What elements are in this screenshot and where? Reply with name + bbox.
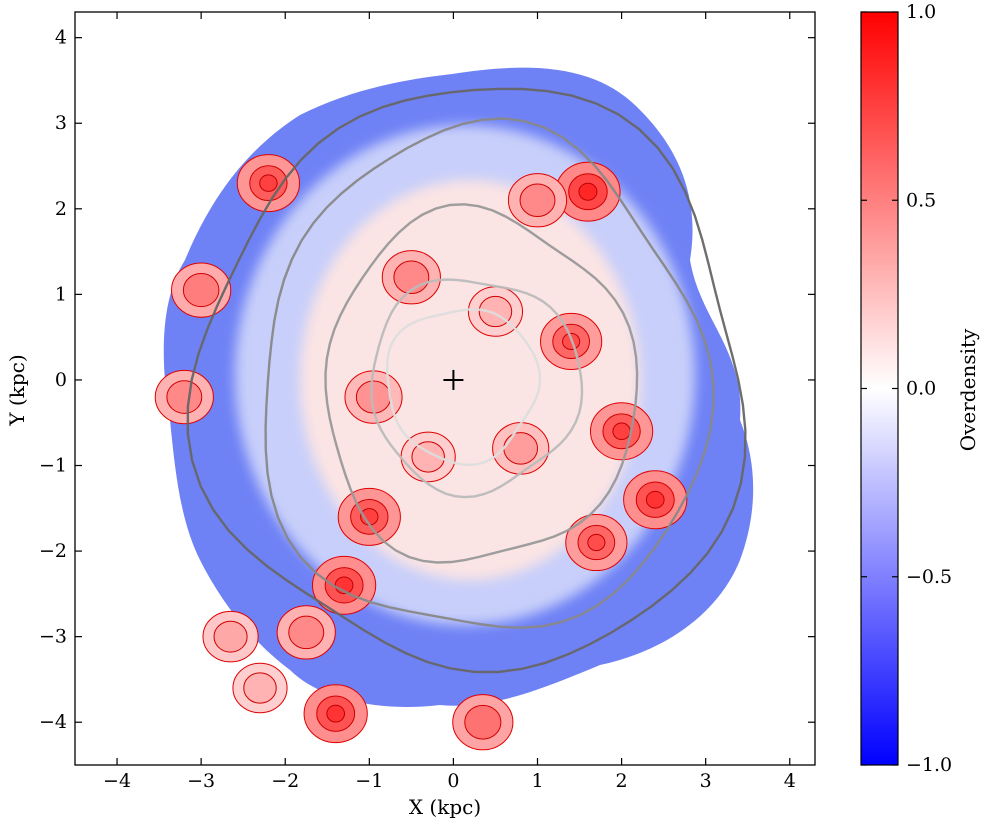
colorbar-label: Overdensity [956, 328, 980, 451]
overdensity-region-core-6 [612, 422, 631, 441]
colorbar-tick-label-1: 0.5 [906, 189, 936, 211]
colorbar-tick-label-0: 1.0 [906, 1, 936, 23]
colorbar-tick-label-4: −1.0 [906, 754, 952, 776]
y-tick-label-7: 3 [55, 112, 67, 134]
x-tick-label-4: 0 [447, 770, 459, 792]
overdensity-region-inner-20 [503, 432, 539, 465]
overdensity-region-inner-4 [182, 273, 220, 308]
y-axis-label: Y (kpc) [5, 354, 29, 426]
x-tick-label-6: 2 [616, 770, 628, 792]
heatmap-layer [163, 67, 754, 707]
overdensity-region-core-0 [578, 182, 598, 201]
colorbar [860, 11, 899, 766]
overdensity-region-core-7 [645, 490, 665, 509]
x-tick-label-7: 3 [700, 770, 712, 792]
overdensity-region-inner-16 [213, 620, 248, 653]
colorbar-ticks: 1.0 0.5 0.0 −0.5 −1.0 [861, 1, 952, 776]
overdensity-region-inner-19 [411, 441, 445, 473]
colorbar-tick-label-3: −0.5 [906, 566, 952, 588]
overdensity-region-inner-1 [519, 183, 556, 218]
y-tick-label-2: −2 [39, 540, 67, 562]
overdensity-region-inner-12 [464, 704, 502, 740]
overdensity-region-inner-13 [166, 380, 203, 414]
y-tick-label-4: 0 [55, 369, 67, 391]
y-tick-label-6: 2 [55, 198, 67, 220]
x-tick-label-8: 4 [784, 770, 796, 792]
outer-islands [154, 154, 514, 751]
plot-frame [74, 11, 816, 766]
overdensity-region-inner-15 [288, 615, 325, 650]
gray-contour-2 [324, 203, 639, 564]
axis-ticks: −4 −3 −2 −1 0 1 2 3 4 −4 −3 −2 −1 0 1 2 3 4 [39, 12, 815, 792]
overdense-regions [311, 161, 688, 615]
x-tick-label-0: −4 [103, 770, 131, 792]
y-tick-label-8: 4 [55, 27, 67, 49]
x-tick-label-3: −1 [355, 770, 383, 792]
overdensity-region-inner-17 [243, 672, 277, 704]
gray-contour-4 [186, 87, 747, 674]
colorbar-tick-label-2: 0.0 [906, 378, 936, 400]
gray-contour-1 [370, 278, 584, 499]
gray-contours [186, 87, 747, 674]
y-tick-label-1: −3 [39, 626, 67, 648]
overdensity-region-core-8 [587, 533, 606, 552]
x-tick-label-5: 1 [531, 770, 543, 792]
x-tick-label-1: −3 [187, 770, 215, 792]
overdensity-region-core-11 [326, 704, 346, 723]
x-axis-label: X (kpc) [409, 795, 481, 819]
y-tick-label-0: −4 [39, 711, 67, 733]
center-marker [443, 369, 464, 390]
y-tick-label-3: −1 [39, 455, 67, 477]
y-tick-label-5: 1 [55, 283, 67, 305]
gray-contour-3 [264, 117, 715, 629]
x-tick-label-2: −2 [271, 770, 299, 792]
overdensity-region-core-2 [259, 174, 278, 192]
gray-contour-0 [386, 308, 542, 467]
